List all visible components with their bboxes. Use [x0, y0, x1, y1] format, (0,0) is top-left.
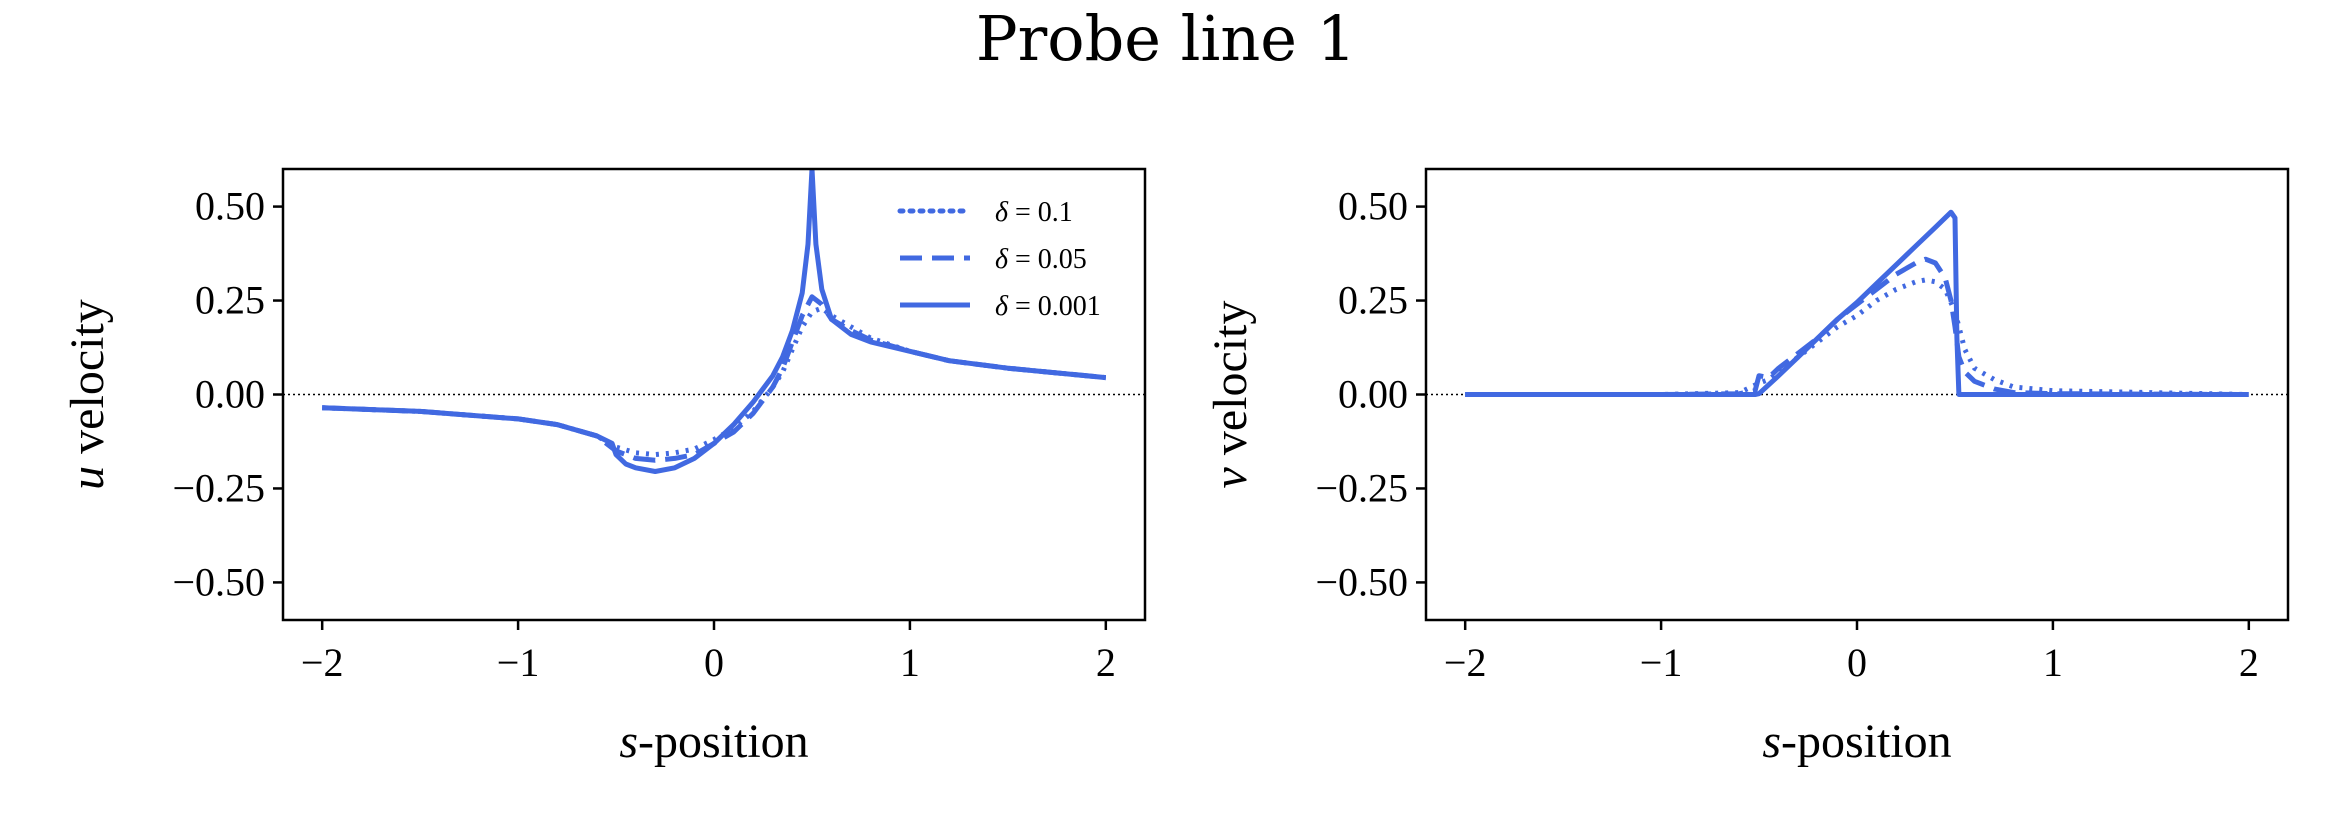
- y-tick-label: 0.50: [1338, 184, 1408, 229]
- y-axis-label: v velocity: [1204, 301, 1257, 489]
- series-line-dashed: [1465, 256, 2249, 397]
- x-tick-label: 0: [1847, 640, 1867, 685]
- x-tick-label: 2: [1096, 640, 1116, 685]
- figure-title: Probe line 1: [976, 2, 1356, 75]
- x-tick-label: −1: [1640, 640, 1683, 685]
- series-line-solid: [322, 169, 1107, 474]
- y-tick-label: −0.50: [1315, 559, 1408, 604]
- series-line-solid: [1465, 209, 2249, 397]
- x-tick-label: −2: [301, 640, 344, 685]
- v-velocity-panel: −2 −1 0 1 2 0.50 0.25 0.00 −0.25 −0.50 s-position v…: [1204, 167, 2290, 768]
- y-tick-label: 0.00: [195, 372, 265, 417]
- y-tick-label: 0.50: [195, 184, 265, 229]
- y-tick-label: 0.25: [1338, 278, 1408, 323]
- y-tick-label: −0.50: [172, 559, 265, 604]
- series-line-dashed: [322, 294, 1107, 463]
- legend-entry-label: δ = 0.1: [995, 197, 1073, 228]
- legend: δ = 0.1 δ = 0.05 δ = 0.001: [897, 197, 1101, 322]
- series-line-dotted: [1465, 277, 2249, 397]
- series-line-dotted: [322, 305, 1107, 458]
- series-group: [1465, 209, 2249, 397]
- y-axis-label: u velocity: [61, 299, 114, 490]
- x-tick-label: 0: [704, 640, 724, 685]
- x-axis-label: s-position: [1762, 715, 1951, 768]
- x-axis-label: s-position: [619, 715, 808, 768]
- x-tick-label: 1: [900, 640, 920, 685]
- x-tick-label: 2: [2239, 640, 2259, 685]
- x-tick-label: −2: [1444, 640, 1487, 685]
- y-tick-label: −0.25: [1315, 465, 1408, 510]
- legend-entry-label: δ = 0.05: [995, 244, 1087, 275]
- u-velocity-panel: −2 −1 0 1 2 0.50 0.25 0.00 −0.25 −0.50 s-position u…: [61, 167, 1147, 768]
- x-tick-label: 1: [2043, 640, 2063, 685]
- y-tick-label: −0.25: [172, 465, 265, 510]
- y-tick-label: 0.25: [195, 278, 265, 323]
- y-tick-label: 0.00: [1338, 372, 1408, 417]
- x-tick-label: −1: [497, 640, 540, 685]
- series-group: [322, 169, 1107, 474]
- legend-entry-label: δ = 0.001: [995, 291, 1101, 322]
